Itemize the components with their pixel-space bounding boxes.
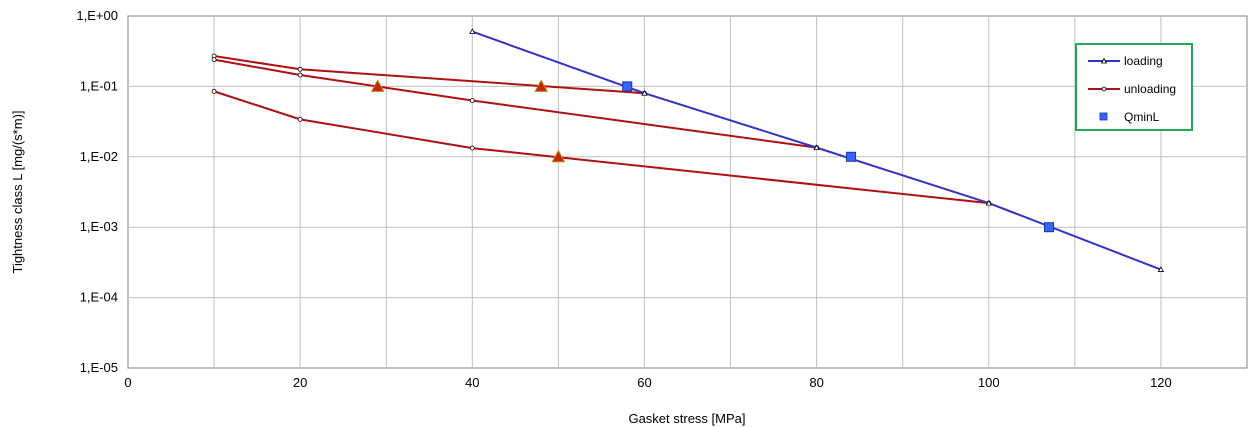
loading-point — [985, 199, 992, 206]
legend-unloading-marker — [1101, 86, 1107, 92]
legend-loading-label: loading — [1124, 54, 1163, 68]
legend-unloading-label: unloading — [1124, 82, 1176, 96]
loading-point — [469, 28, 476, 35]
unloading-point — [469, 145, 475, 151]
x-tick-label: 100 — [978, 375, 1000, 390]
qminl-point — [1044, 222, 1055, 233]
y-tick-label: 1,E-04 — [80, 290, 118, 305]
x-tick-label: 60 — [637, 375, 651, 390]
unloading-point — [211, 57, 217, 63]
unloading-point — [297, 72, 303, 78]
unloading-series-line — [213, 58, 817, 149]
x-tick-label: 20 — [293, 375, 307, 390]
unloading-series-line — [213, 90, 989, 205]
legend-box — [1075, 43, 1193, 131]
unloading-point — [297, 116, 303, 122]
x-tick-label: 0 — [124, 375, 131, 390]
y-tick-labels: 1,E+00 1,E-01 1,E-02 1,E-03 1,E-04 1,E-05 — [76, 8, 118, 375]
y-tick-label: 1,E-01 — [80, 78, 118, 93]
legend-loading-marker — [1100, 57, 1108, 64]
y-tick-label: 1,E-02 — [80, 149, 118, 164]
unloading-point — [211, 88, 217, 94]
triangle-marker — [551, 149, 566, 163]
y-tick-label: 1,E+00 — [76, 8, 118, 23]
x-tick-label: 120 — [1150, 375, 1172, 390]
loading-point — [813, 144, 820, 151]
x-tick-label: 40 — [465, 375, 479, 390]
loading-point — [1157, 266, 1165, 272]
y-axis-label: Tightness class L [mg/(s*m)] — [10, 110, 25, 273]
series-group — [211, 28, 1165, 272]
x-axis-label: Gasket stress [MPa] — [628, 411, 745, 426]
qminl-point — [846, 151, 857, 162]
triangle-marker — [534, 79, 549, 92]
grid — [128, 16, 1247, 368]
x-tick-labels: 0 20 40 60 80 100 120 — [124, 375, 1171, 390]
loading-point — [641, 89, 648, 96]
qminl-point — [622, 81, 633, 92]
unloading-point — [469, 98, 475, 103]
y-tick-label: 1,E-03 — [80, 219, 118, 234]
triangle-marker — [370, 79, 385, 92]
plot-area — [127, 15, 1248, 369]
legend-qmin-label: QminL — [1124, 110, 1160, 124]
x-tick-label: 80 — [809, 375, 823, 390]
legend-qmin-marker — [1099, 112, 1108, 121]
legend: loading unloading QminL — [1075, 43, 1193, 131]
y-tick-label: 1,E-05 — [80, 360, 118, 375]
unloading-point — [297, 66, 303, 72]
